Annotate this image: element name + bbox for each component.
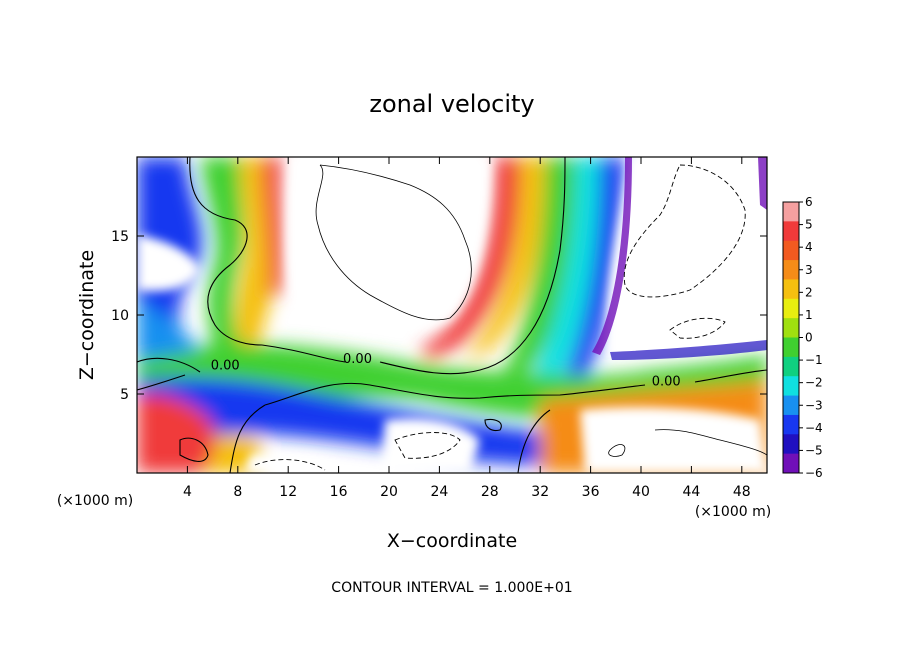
colorbar: 6 5 4 3 2 1 0 −1 −2 −3 −4 −5 −6 xyxy=(782,195,823,480)
colorbar-label: −4 xyxy=(805,421,823,435)
x-tick-label: 36 xyxy=(582,484,600,500)
x-tick-label: 12 xyxy=(279,484,297,500)
x-tick-label: 40 xyxy=(632,484,650,500)
colorbar-label: 5 xyxy=(805,218,813,232)
x-unit-right: (×1000 m) xyxy=(695,504,771,520)
contour-interval-note: CONTOUR INTERVAL = 1.000E+01 xyxy=(331,580,572,596)
colorbar-label: −3 xyxy=(805,398,823,412)
x-tick-label: 24 xyxy=(430,484,448,500)
y-tick-label: 5 xyxy=(120,387,129,403)
colorbar-swatch xyxy=(783,356,799,377)
colorbar-swatch xyxy=(783,298,799,319)
y-tick-label: 10 xyxy=(111,308,129,324)
x-tick-label: 16 xyxy=(330,484,348,500)
colorbar-swatch xyxy=(783,240,799,261)
x-tick-label: 8 xyxy=(233,484,242,500)
y-tick-label: 15 xyxy=(111,229,129,245)
colorbar-swatch xyxy=(783,337,799,358)
x-tick-label: 44 xyxy=(682,484,700,500)
contour-label: 0.00 xyxy=(652,374,681,389)
contour-lines xyxy=(137,157,767,473)
contour-label: 0.00 xyxy=(343,352,372,367)
chart-title: zonal velocity xyxy=(369,90,534,118)
contour-label-layer: 0.00 0.00 0.00 xyxy=(211,352,681,389)
colorbar-swatch xyxy=(783,279,799,300)
x-unit-left: (×1000 m) xyxy=(57,493,133,509)
x-tick-label: 4 xyxy=(183,484,192,500)
colorbar-swatch xyxy=(783,221,799,242)
colorbar-label: −6 xyxy=(805,466,823,480)
x-tick-label: 32 xyxy=(531,484,549,500)
colorbar-label: −1 xyxy=(805,353,823,367)
colorbar-label: 1 xyxy=(805,308,813,322)
colorbar-label: −5 xyxy=(805,443,823,457)
zero-fill-contours xyxy=(315,164,767,457)
y-axis-ticks: 5 10 15 xyxy=(111,229,767,403)
colorbar-label: 0 xyxy=(805,331,813,345)
colorbar-swatch xyxy=(783,414,799,435)
plot-area: 0.00 0.000.00 4 8 12 16 20 24 28 32 36 40 44 48 5101… xyxy=(111,156,768,500)
colorbar-label: −2 xyxy=(805,376,823,390)
x-tick-label: 20 xyxy=(380,484,398,500)
colorbar-label: 2 xyxy=(805,285,813,299)
colorbar-swatch xyxy=(783,395,799,416)
contour-label: 0.00 xyxy=(211,359,240,374)
colorbar-swatch xyxy=(783,202,799,222)
colorbar-swatch xyxy=(783,376,799,397)
x-axis-ticks: 4 8 12 16 20 24 28 32 36 40 44 48 xyxy=(183,157,751,500)
colorbar-swatch xyxy=(783,260,799,280)
y-axis-label: Z−coordinate xyxy=(76,250,98,380)
colorbar-swatch xyxy=(783,318,799,338)
colorbar-label: 4 xyxy=(805,240,813,254)
x-tick-label: 28 xyxy=(481,484,499,500)
colorbar-label: 3 xyxy=(805,263,813,277)
x-axis-label: X−coordinate xyxy=(387,530,517,552)
colorbar-label: 6 xyxy=(805,195,813,209)
colorbar-swatch xyxy=(783,434,799,455)
colorbar-swatch xyxy=(783,453,799,474)
velocity-field xyxy=(137,157,767,473)
x-tick-label: 48 xyxy=(733,484,751,500)
negative-contours xyxy=(254,164,746,471)
